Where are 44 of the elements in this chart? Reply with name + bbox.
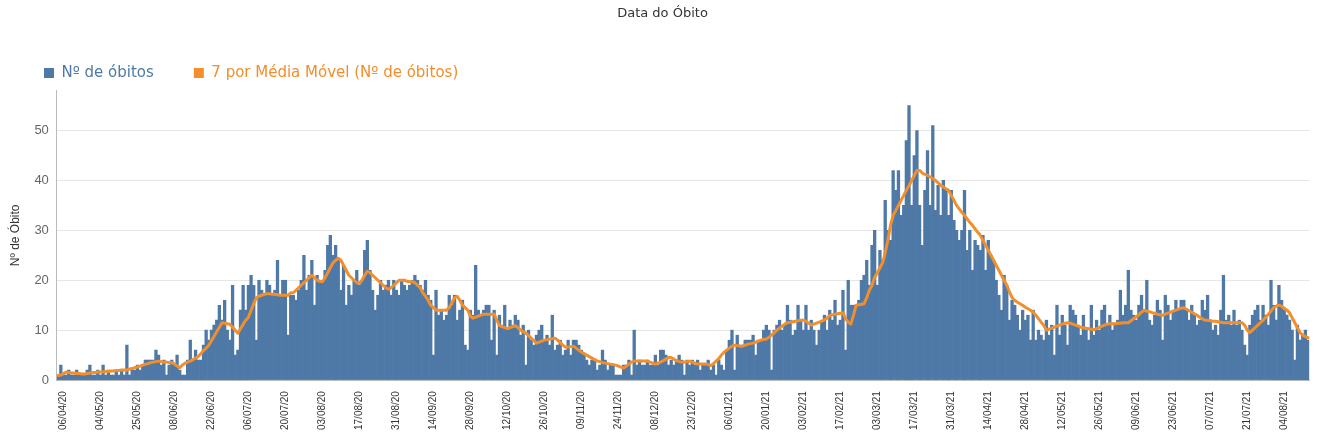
x-tick-label: 22/06/20 [205,390,217,431]
y-tick-label: 30 [34,221,49,237]
x-tick-label: 31/03/21 [945,390,957,431]
x-tick-label: 14/09/20 [427,390,439,431]
x-tick-label: 06/04/20 [57,390,69,431]
x-tick-label: 08/06/20 [168,390,180,431]
x-tick-label: 04/08/21 [1277,390,1289,431]
x-tick-label: 23/06/21 [1166,390,1178,431]
x-tick-label: 12/05/21 [1056,390,1068,431]
x-tick-label: 28/04/21 [1019,390,1031,431]
x-tick-label: 23/12/20 [686,390,698,431]
x-tick-label: 26/10/20 [538,390,550,431]
x-tick-label: 17/02/21 [834,390,846,431]
x-tick-label: 08/12/20 [649,390,661,431]
x-tick-label: 09/11/20 [575,390,587,430]
legend-label: 7 por Média Móvel (Nº de óbitos) [211,62,459,81]
x-tick-label: 17/03/21 [908,390,920,431]
y-tick-label: 20 [34,271,49,287]
x-tick-label: 09/06/21 [1130,390,1141,431]
x-tick-label: 12/10/20 [501,390,513,431]
x-tick-label: 17/08/20 [353,390,365,431]
x-tick-label: 04/05/20 [94,390,106,431]
x-tick-label: 20/07/20 [279,390,291,431]
x-tick-label: 21/07/21 [1240,390,1252,431]
x-tick-label: 14/04/21 [982,390,994,431]
y-tick-label: 0 [41,371,49,387]
x-tick-label: 03/08/20 [316,390,328,431]
x-tick-label: 31/08/20 [390,390,402,431]
legend-label: Nº de óbitos [61,62,154,81]
x-tick-label: 03/02/21 [797,390,809,431]
y-tick-label: 40 [34,172,49,188]
y-axis-title: Nº de Óbito [6,204,22,267]
x-tick-label: 06/01/21 [723,390,735,431]
y-tick-label: 50 [34,122,49,138]
x-tick-label: 28/09/20 [464,390,476,431]
x-tick-label: 20/01/21 [760,390,772,431]
y-tick-label: 10 [34,321,49,337]
x-tick-label: 06/07/20 [242,390,254,431]
x-tick-label: 07/07/21 [1203,390,1215,431]
chart-title: Data do Óbito [617,5,708,21]
x-tick-label: 25/05/20 [131,390,143,431]
x-tick-label: 26/05/21 [1093,390,1104,431]
x-tick-label: 03/03/21 [871,390,883,431]
x-tick-label: 24/11/20 [612,390,624,430]
